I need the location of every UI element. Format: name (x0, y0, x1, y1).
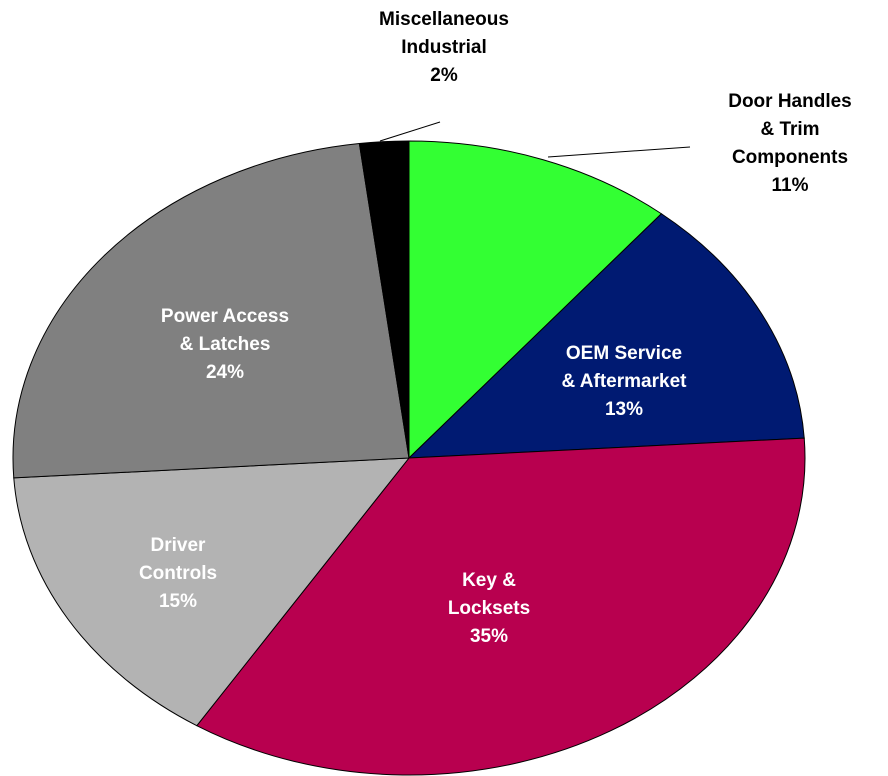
slice-label: Miscellaneous (379, 9, 509, 30)
slice-label: OEM Service (566, 343, 682, 364)
slice-label: Door Handles (728, 91, 852, 112)
slice-label: Locksets (448, 598, 530, 619)
slice-label: Components (732, 147, 848, 168)
pie-slice (12, 142, 410, 479)
slice-label: & Trim (760, 119, 819, 140)
pie-slice (13, 457, 411, 727)
slice-label: Controls (139, 563, 217, 584)
pie-slice (407, 213, 805, 459)
slice-value-label: 15% (159, 591, 197, 612)
slice-label: Driver (151, 535, 207, 556)
slice-value-label: 2% (430, 65, 458, 86)
slice-label: Power Access (161, 306, 289, 327)
pie-slice (358, 140, 410, 459)
slice-label: & Aftermarket (562, 371, 688, 392)
slice-label: & Latches (180, 334, 271, 355)
slice-value-label: 24% (206, 362, 244, 383)
pie-slice (408, 140, 663, 460)
slice-value-label: 11% (772, 175, 809, 196)
slice-label: Key & (462, 570, 516, 591)
slice-label: Industrial (401, 37, 487, 58)
pie-slice (196, 437, 806, 776)
leader-line (379, 121, 441, 142)
slice-value-label: 13% (605, 399, 643, 420)
leader-line (547, 146, 691, 158)
slice-value-label: 35% (470, 626, 508, 647)
